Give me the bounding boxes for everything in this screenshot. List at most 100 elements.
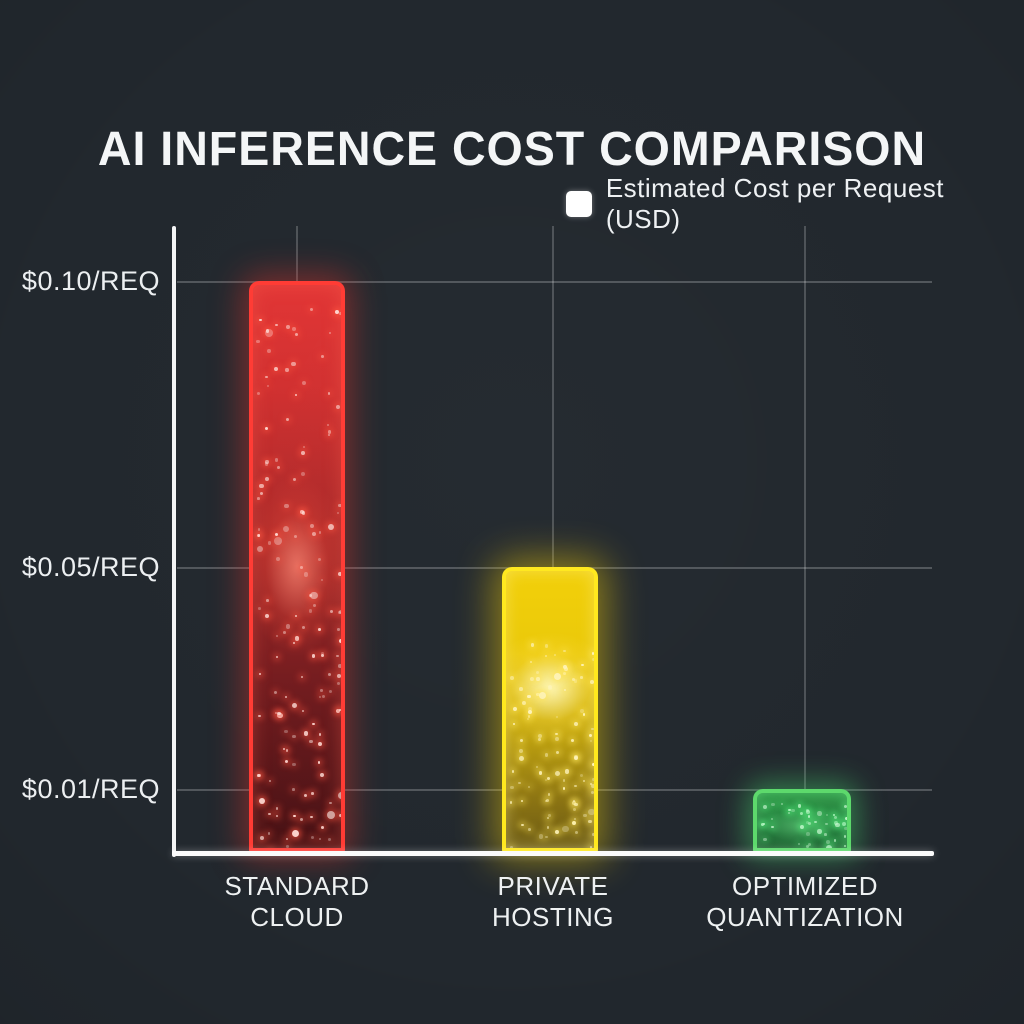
x-label-line: QUANTIZATION — [706, 902, 904, 932]
y-tick-label-001: $0.01/REQ — [21, 774, 160, 804]
sparkle-particle — [291, 361, 296, 367]
sparkle-particle — [536, 692, 541, 697]
sparkle-particle — [519, 687, 523, 691]
sparkle-particle — [527, 715, 531, 718]
sparkle-particle — [259, 836, 264, 841]
sparkle-particle — [591, 657, 594, 662]
sparkle-particle — [273, 537, 282, 546]
sparkle-particle — [257, 534, 261, 537]
sparkle-particle — [302, 445, 305, 448]
x-label-line: CLOUD — [250, 902, 344, 932]
sparkle-particle — [283, 748, 286, 751]
sparkle-particle — [521, 700, 526, 705]
sparkle-particle — [574, 755, 579, 760]
sparkle-particle — [843, 844, 846, 847]
sparkle-particle — [338, 813, 341, 818]
sparkle-particle — [338, 664, 341, 668]
sparkle-particle — [520, 799, 523, 802]
x-label-standard-cloud: STANDARD CLOUD — [157, 871, 437, 933]
sparkle-particle — [528, 827, 532, 831]
sparkle-particle — [562, 779, 566, 782]
sparkle-particle — [259, 491, 264, 496]
sparkle-particle — [292, 327, 297, 331]
sparkle-particle — [825, 840, 830, 845]
sparkle-particle — [292, 641, 296, 645]
sparkle-particle — [291, 830, 300, 838]
sparkle-particle — [544, 753, 549, 757]
sparkle-particle — [282, 525, 289, 532]
sparkle-particle — [295, 394, 298, 397]
sparkle-particle — [335, 404, 340, 410]
sparkle-particle — [309, 739, 313, 744]
sparkle-particle — [295, 615, 298, 618]
sparkle-particle — [553, 653, 557, 657]
y-tick-label-010: $0.10/REQ — [21, 266, 160, 296]
sparkle-particle — [841, 821, 846, 826]
sparkle-particle — [762, 804, 768, 810]
sparkle-particle — [798, 843, 801, 846]
sparkle-particle — [538, 771, 543, 775]
sparkle-particle — [337, 611, 341, 615]
sparkle-particle — [591, 783, 594, 788]
sparkle-particle — [825, 813, 829, 817]
sparkle-particle — [555, 770, 561, 776]
sparkle-particle — [277, 711, 281, 716]
sparkle-particle — [257, 497, 260, 500]
sparkle-particle — [835, 822, 840, 828]
sparkle-particle — [311, 654, 316, 658]
sparkle-particle — [265, 426, 269, 430]
sparkle-particle — [309, 609, 313, 613]
sparkle-particle — [284, 760, 288, 764]
sparkle-particle — [317, 557, 322, 561]
sparkle-particle — [317, 761, 321, 764]
sparkle-particle — [318, 733, 322, 736]
sparkle-particle — [807, 821, 812, 826]
sparkle-particle — [763, 837, 767, 842]
sparkle-particle — [510, 785, 514, 790]
sparkle-particle — [762, 822, 765, 826]
sparkle-particle — [265, 329, 270, 334]
sparkle-particle — [572, 801, 576, 806]
sparkle-particle — [770, 817, 774, 821]
sparkle-particle — [805, 844, 809, 848]
sparkle-particle — [589, 739, 592, 742]
sparkle-particle — [259, 318, 263, 322]
sparkle-particle — [512, 706, 517, 711]
sparkle-particle — [259, 798, 266, 804]
sparkle-particle — [326, 810, 335, 819]
sparkle-particle — [275, 323, 278, 327]
sparkle-particle — [320, 654, 324, 658]
sparkle-particle — [295, 332, 298, 336]
sparkle-particle — [510, 675, 514, 680]
sparkle-particle — [311, 532, 316, 537]
sparkle-particle — [321, 826, 325, 829]
sparkle-particle — [301, 511, 305, 515]
bar-standard-cloud — [249, 281, 345, 852]
sparkle-particle — [548, 813, 551, 817]
sparkle-particle — [562, 826, 569, 833]
sparkle-particle — [257, 392, 261, 396]
sparkle-particle — [318, 741, 323, 747]
sparkle-particle — [588, 808, 594, 815]
sparkle-particle — [527, 717, 530, 720]
sparkle-particle — [275, 806, 279, 810]
sparkle-particle — [301, 709, 305, 713]
sparkle-particle — [591, 778, 594, 782]
sparkle-particle — [291, 734, 296, 739]
sparkle-particle — [339, 708, 341, 712]
x-label-line: HOSTING — [492, 902, 614, 932]
sparkle-particle — [284, 503, 289, 508]
sparkle-particle — [538, 733, 543, 738]
sparkle-particle — [518, 749, 524, 754]
sparkle-particle — [530, 642, 535, 647]
sparkle-particle — [844, 816, 847, 820]
sparkle-particle — [574, 817, 577, 820]
sparkle-particle — [311, 792, 314, 795]
sparkle-particle — [335, 708, 340, 713]
sparkle-particle — [300, 818, 304, 821]
gridline-optimized-quantization — [804, 226, 806, 851]
sparkle-particle — [339, 610, 341, 614]
sparkle-particle — [582, 780, 585, 783]
sparkle-particle — [555, 732, 558, 736]
sparkle-particle — [329, 801, 332, 805]
